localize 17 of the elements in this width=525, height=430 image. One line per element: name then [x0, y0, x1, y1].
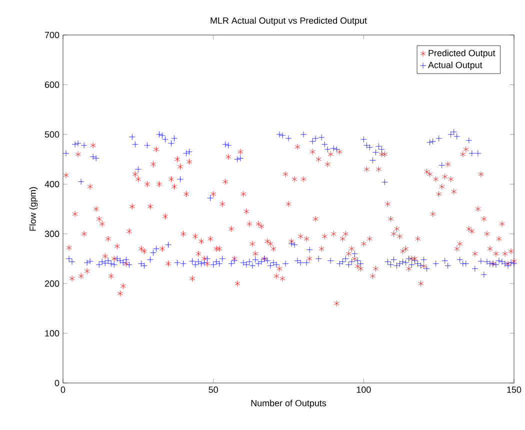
x-tick-label: 50 — [208, 386, 218, 393]
x-tick-label: 150 — [507, 386, 522, 393]
y-tick-label: 200 — [44, 280, 60, 287]
y-tick-label: 0 — [54, 380, 60, 386]
y-tick-label: 700 — [44, 32, 60, 38]
y-tick-label: 500 — [44, 131, 60, 138]
legend-label: Actual Output — [428, 62, 482, 70]
x-axis-title: Number of Outputs — [251, 400, 326, 408]
y-tick-label: 400 — [44, 180, 60, 188]
y-tick-label: 300 — [44, 230, 60, 238]
chart-title: MLR Actual Output vs Predicted Output — [210, 17, 367, 26]
y-tick-label: 100 — [45, 330, 60, 336]
legend-label: Predicted Output — [428, 50, 496, 58]
y-axis-title: Flow (gpm) — [29, 187, 38, 231]
x-tick-label: 0 — [60, 386, 66, 393]
y-tick-label: 600 — [44, 82, 60, 88]
x-tick-label: 100 — [356, 386, 371, 393]
